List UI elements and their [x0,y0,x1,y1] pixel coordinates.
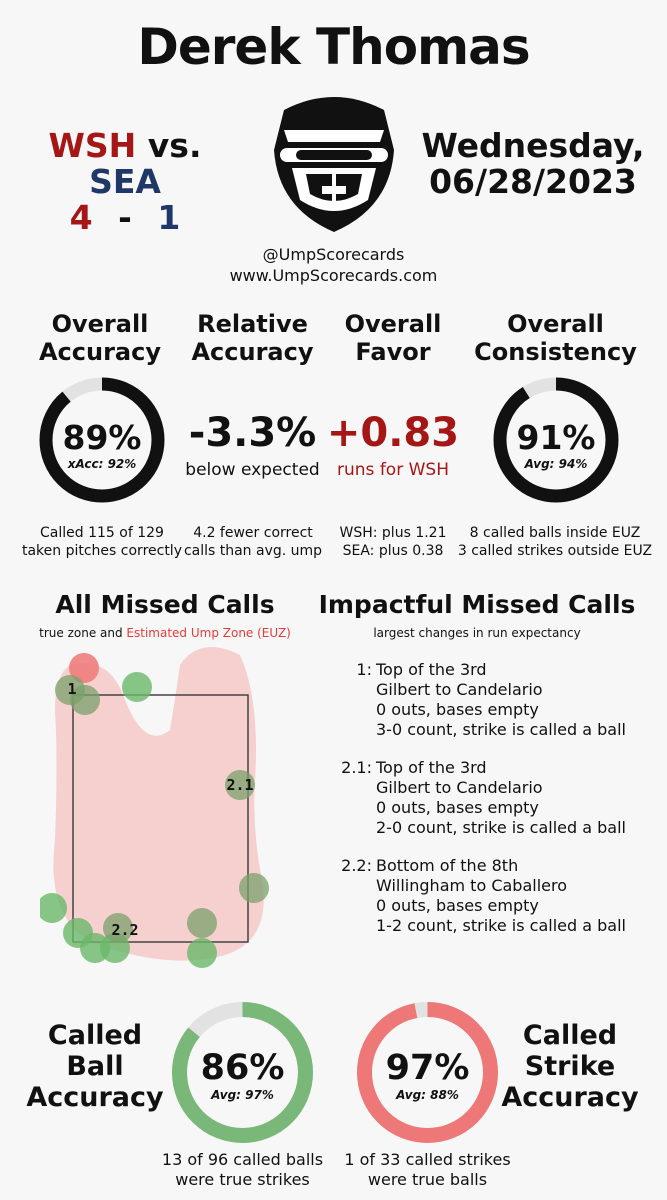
point-label-1: 1 [67,680,76,698]
true-zone-box [72,694,249,943]
consistency-value: 91% [516,418,596,457]
consistency-header: Overall Consistency [474,310,637,366]
missed-strike-dot [122,672,152,702]
impactful-item-1: 1: Top of the 3rd Gilbert to Candelario 0… [356,660,626,739]
accuracy-header: Overall Accuracy [38,310,161,366]
consistency-avg: Avg: 94% [524,457,588,471]
ball-accuracy-header: Called Ball Accuracy [26,1020,164,1113]
accuracy-note: Called 115 of 129 taken pitches correctly [21,525,182,559]
strike-accuracy-note: 1 of 33 called strikes were true balls [344,1150,511,1189]
credits: @UmpScorecards www.UmpScorecards.com [0,244,667,286]
ball-accuracy-avg: Avg: 97% [211,1088,274,1102]
away-team: WSH [48,126,137,165]
favor-note: WSH: plus 1.21 SEA: plus 0.38 [339,525,447,559]
point-label-2-2: 2.2 [111,921,138,939]
favor-sub: runs for WSH [337,460,449,480]
away-score: 4 [69,198,93,237]
ball-accuracy-ring [172,1002,313,1143]
home-score: 1 [157,198,181,237]
missed-legend: true zone and Estimated Ump Zone (EUZ) [39,626,291,640]
umpire-mask-icon [274,97,394,232]
game-date-value: 06/28/2023 [429,162,637,201]
favor-header: Overall Favor [344,310,442,366]
consistency-ring [493,377,619,503]
missed-strike-dot [187,938,217,968]
consistency-note: 8 called balls inside EUZ 3 called strike… [457,525,653,559]
relative-sub: below expected [185,460,320,480]
relative-header: Relative Accuracy [191,310,314,366]
impactful-subtitle: largest changes in run expectancy [373,626,581,640]
euz-region [53,647,264,961]
ball-accuracy-note: 13 of 96 called balls were true strikes [161,1150,324,1189]
vs-label: vs. [147,126,202,165]
strike-zone-plot: 1 2.1 2.2 [40,647,269,968]
accuracy-ring [39,377,165,503]
relative-note: 4.2 fewer correct calls than avg. ump [183,525,323,559]
game-weekday: Wednesday, [421,126,645,165]
missed-calls-title: All Missed Calls [55,590,275,619]
euz-legend: Estimated Ump Zone (EUZ) [126,626,291,640]
missed-strike-dot [70,685,100,715]
impactful-item-3: 2.2: Bottom of the 8th Willingham to Caba… [341,856,626,935]
xacc-label: xAcc: 92% [67,457,137,471]
umpire-name: Derek Thomas [137,18,530,76]
impactful-title: Impactful Missed Calls [318,590,636,619]
matchup: WSH vs. SEA 4 - 1 [10,128,240,236]
strike-accuracy-avg: Avg: 88% [396,1088,459,1102]
impactful-item-2: 2.1: Top of the 3rd Gilbert to Candelario… [341,758,626,837]
game-date: Wednesday, 06/28/2023 [418,128,648,200]
favor-value: +0.83 [326,410,460,456]
website-link: www.UmpScorecards.com [229,266,438,285]
missed-strike-dot [225,770,255,800]
score-dash: - [118,198,132,237]
missed-strike-dot [40,893,67,923]
strike-accuracy-header: Called Strike Accuracy [501,1020,639,1113]
missed-strike-dot [103,913,133,943]
twitter-handle: @UmpScorecards [262,245,405,264]
home-team: SEA [89,162,161,201]
accuracy-value: 89% [62,418,142,457]
relative-value: -3.3% [188,410,317,456]
strike-accuracy-ring [357,1002,498,1143]
point-label-2-1: 2.1 [226,776,253,794]
ball-accuracy-value: 86% [200,1048,285,1088]
missed-strike-dot [187,908,217,938]
strike-accuracy-value: 97% [385,1048,470,1088]
missed-strike-dot [239,873,269,903]
missed-ball-dot [69,653,99,683]
